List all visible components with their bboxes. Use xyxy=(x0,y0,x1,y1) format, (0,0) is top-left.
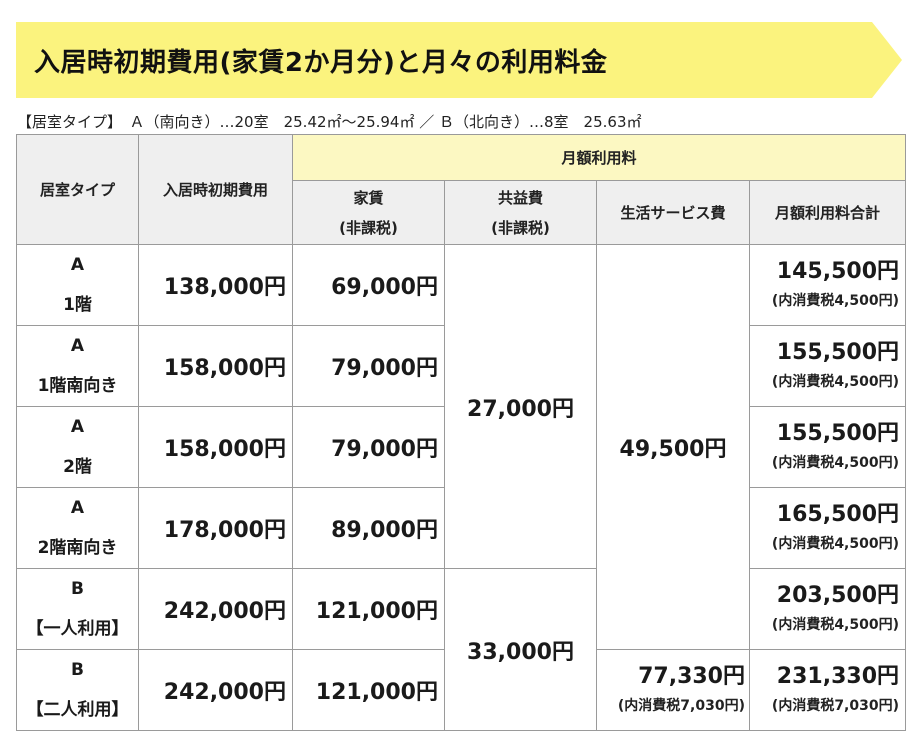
room-type-code: A xyxy=(70,255,85,275)
initial-cost-cell: 178,000円 xyxy=(138,487,293,569)
initial-cost-cell: 242,000円 xyxy=(138,649,293,731)
rent-cell: 89,000円 xyxy=(292,487,445,569)
total-amount: 231,330円 xyxy=(776,664,900,689)
room-type-code: A xyxy=(70,417,85,437)
total-cell: 155,500円 (内消費税4,500円) xyxy=(748,325,907,407)
table-row: A 1階 138,000円 69,000円 27,000円 49,500円 14… xyxy=(16,244,907,650)
header-common-label: 共益費 xyxy=(497,188,543,207)
page-title: 入居時初期費用(家賃2か月分)と月々の利用料金 xyxy=(34,48,608,78)
header-total: 月額利用料合計 xyxy=(748,180,907,245)
total-tax: (内消費税4,500円) xyxy=(771,293,900,309)
header-common-note: (非課税) xyxy=(491,218,550,237)
service-fee-b2-cell: 77,330円 (内消費税7,030円) xyxy=(596,649,750,731)
common-fee-a-cell: 27,000円 xyxy=(444,244,597,569)
total-tax: (内消費税4,500円) xyxy=(771,455,900,471)
table-row: B 【二人利用】 242,000円 121,000円 77,330円 (内消費税… xyxy=(16,649,907,731)
rent-cell: 79,000円 xyxy=(292,406,445,488)
header-initial-cost: 入居時初期費用 xyxy=(138,134,293,245)
initial-cost-cell: 158,000円 xyxy=(138,325,293,407)
room-type-cell: A 2階 xyxy=(16,406,139,488)
total-cell: 165,500円 (内消費税4,500円) xyxy=(748,487,907,569)
table-row: B 【一人利用】 242,000円 121,000円 33,000円 203,5… xyxy=(16,568,907,731)
room-type-cell: A 1階南向き xyxy=(16,325,139,407)
total-amount: 155,500円 xyxy=(776,340,900,365)
initial-cost-cell: 138,000円 xyxy=(138,244,293,326)
rent-cell: 121,000円 xyxy=(292,568,445,650)
arrow-banner-shape xyxy=(16,22,902,98)
total-tax: (内消費税4,500円) xyxy=(771,374,900,390)
table-row: A 1階南向き 158,000円 79,000円 155,500円 (内消費税4… xyxy=(16,325,907,407)
rent-cell: 69,000円 xyxy=(292,244,445,326)
total-tax: (内消費税4,500円) xyxy=(771,617,900,633)
initial-cost-cell: 242,000円 xyxy=(138,568,293,650)
total-cell: 203,500円 (内消費税4,500円) xyxy=(748,568,907,650)
total-tax: (内消費税7,030円) xyxy=(771,698,900,714)
service-fee-b2-amount: 77,330円 xyxy=(638,664,745,689)
total-amount: 145,500円 xyxy=(776,259,900,284)
fee-table: 居室タイプ 入居時初期費用 月額利用料 家賃 (非課税) 共益費 (非課税) 生… xyxy=(16,134,907,731)
room-type-code: B xyxy=(71,660,84,680)
room-type-detail: 【一人利用】 xyxy=(26,619,129,639)
total-cell: 155,500円 (内消費税4,500円) xyxy=(748,406,907,488)
room-type-code: B xyxy=(71,579,84,599)
room-type-detail: 2階 xyxy=(63,457,92,477)
initial-cost-cell: 158,000円 xyxy=(138,406,293,488)
room-type-info: 【居室タイプ】 Ａ（南向き）…20室 25.42㎡～25.94㎡ ／ Ｂ（北向き… xyxy=(17,113,642,131)
service-fee-b2-tax: (内消費税7,030円) xyxy=(617,698,745,714)
room-type-code: A xyxy=(70,336,85,356)
room-type-cell: A 1階 xyxy=(16,244,139,326)
room-type-detail: 【二人利用】 xyxy=(26,700,129,720)
service-fee-cell: 49,500円 xyxy=(596,244,750,650)
room-type-code: A xyxy=(70,498,85,518)
total-tax: (内消費税4,500円) xyxy=(771,536,900,552)
header-rent-note: (非課税) xyxy=(339,218,398,237)
header-service-fee: 生活サービス費 xyxy=(596,180,750,245)
room-type-cell: B 【一人利用】 xyxy=(16,568,139,650)
header-rent-label: 家賃 xyxy=(353,188,384,207)
title-banner: 入居時初期費用(家賃2か月分)と月々の利用料金 xyxy=(16,22,902,98)
header-common-fee: 共益費 (非課税) xyxy=(444,180,597,245)
common-fee-b-cell: 33,000円 xyxy=(444,568,597,731)
room-type-cell: B 【二人利用】 xyxy=(16,649,139,731)
table-row: A 2階南向き 178,000円 89,000円 165,500円 (内消費税4… xyxy=(16,487,907,569)
total-cell: 145,500円 (内消費税4,500円) xyxy=(748,244,907,326)
header-room-type: 居室タイプ xyxy=(16,134,139,245)
room-type-detail: 2階南向き xyxy=(37,538,118,558)
total-amount: 165,500円 xyxy=(776,502,900,527)
header-monthly-fee: 月額利用料 xyxy=(291,134,907,181)
table-row: A 2階 158,000円 79,000円 155,500円 (内消費税4,50… xyxy=(16,406,907,488)
rent-cell: 121,000円 xyxy=(292,649,445,731)
room-type-detail: 1階南向き xyxy=(37,376,118,396)
room-type-detail: 1階 xyxy=(63,295,92,315)
total-amount: 155,500円 xyxy=(776,421,900,446)
total-amount: 203,500円 xyxy=(776,583,900,608)
rent-cell: 79,000円 xyxy=(292,325,445,407)
header-rent: 家賃 (非課税) xyxy=(292,180,445,245)
total-cell: 231,330円 (内消費税7,030円) xyxy=(748,649,907,731)
room-type-cell: A 2階南向き xyxy=(16,487,139,569)
